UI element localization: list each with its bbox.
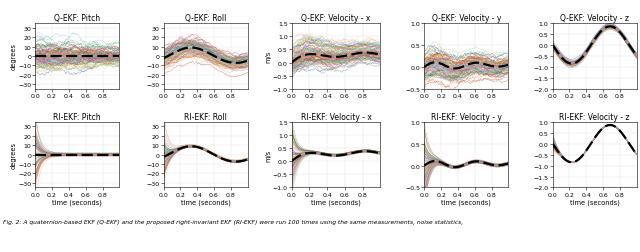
Title: Q-EKF: Pitch: Q-EKF: Pitch [54,14,100,23]
Y-axis label: m/s: m/s [265,149,271,161]
Title: RI-EKF: Pitch: RI-EKF: Pitch [54,112,101,121]
Title: Q-EKF: Velocity - y: Q-EKF: Velocity - y [432,14,501,23]
Y-axis label: m/s: m/s [265,51,271,63]
Y-axis label: degrees: degrees [10,43,17,70]
Text: Fig. 2: A quaternion-based EKF (Q-EKF) and the proposed right-invariant EKF (RI-: Fig. 2: A quaternion-based EKF (Q-EKF) a… [3,219,463,224]
Title: Q-EKF: Velocity - x: Q-EKF: Velocity - x [301,14,371,23]
X-axis label: time (seconds): time (seconds) [442,198,492,205]
X-axis label: time (seconds): time (seconds) [570,198,620,205]
Title: RI-EKF: Velocity - x: RI-EKF: Velocity - x [301,112,371,121]
X-axis label: time (seconds): time (seconds) [311,198,361,205]
X-axis label: time (seconds): time (seconds) [180,198,230,205]
Title: RI-EKF: Velocity - y: RI-EKF: Velocity - y [431,112,502,121]
Y-axis label: degrees: degrees [10,142,17,168]
X-axis label: time (seconds): time (seconds) [52,198,102,205]
Title: Q-EKF: Roll: Q-EKF: Roll [185,14,227,23]
Title: Q-EKF: Velocity - z: Q-EKF: Velocity - z [560,14,629,23]
Title: RI-EKF: Velocity - z: RI-EKF: Velocity - z [559,112,630,121]
Title: RI-EKF: Roll: RI-EKF: Roll [184,112,227,121]
